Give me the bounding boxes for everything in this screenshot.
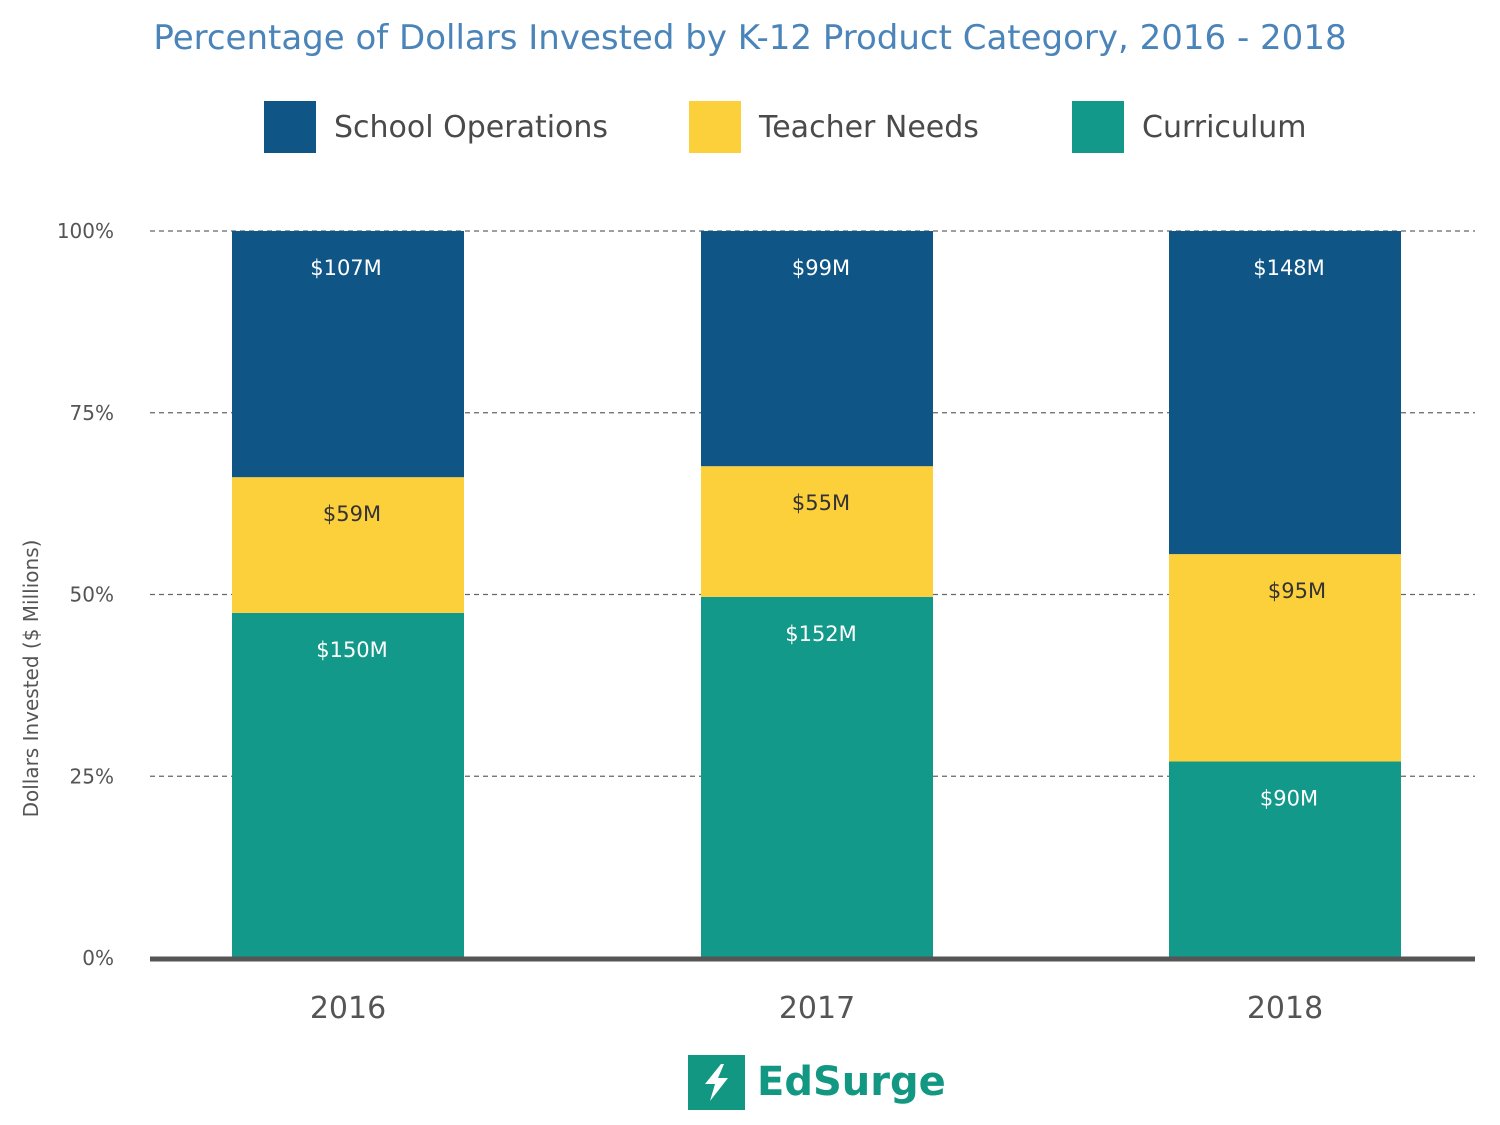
legend-item-curriculum: Curriculum bbox=[1072, 100, 1307, 154]
brand-logo: EdSurge bbox=[688, 1054, 946, 1110]
bar-segment-curriculum-2018 bbox=[1169, 761, 1401, 958]
x-tick-label-2018: 2018 bbox=[1247, 991, 1323, 1026]
data-label-school-operations-2017: $99M bbox=[792, 256, 850, 280]
bar-segment-teacher-needs-2018 bbox=[1169, 554, 1401, 762]
data-label-school-operations-2018: $148M bbox=[1253, 256, 1325, 280]
bar-segment-curriculum-2016 bbox=[232, 612, 464, 958]
y-tick-label: 75% bbox=[70, 401, 114, 425]
data-label-school-operations-2016: $107M bbox=[310, 256, 382, 280]
data-label-teacher-needs-2017: $55M bbox=[792, 491, 850, 515]
y-tick-label: 0% bbox=[82, 946, 114, 970]
bar-segment-teacher-needs-2016 bbox=[232, 477, 464, 613]
bar-segment-teacher-needs-2017 bbox=[701, 466, 933, 597]
legend-label-curriculum: Curriculum bbox=[1142, 109, 1307, 145]
legend-label-school-operations: School Operations bbox=[334, 109, 609, 145]
x-tick-label-2017: 2017 bbox=[779, 991, 855, 1026]
legend-label-teacher-needs: Teacher Needs bbox=[759, 109, 979, 145]
legend-item-school-operations: School Operations bbox=[264, 100, 608, 154]
bar-segment-curriculum-2017 bbox=[701, 596, 933, 958]
legend-swatch-school-operations bbox=[264, 101, 316, 153]
chart-title: Percentage of Dollars Invested by K-12 P… bbox=[153, 18, 1347, 58]
y-tick-label: 50% bbox=[70, 583, 114, 607]
legend-item-teacher-needs: Teacher Needs bbox=[689, 100, 979, 154]
y-tick-label: 100% bbox=[57, 219, 114, 243]
y-tick-label: 25% bbox=[70, 764, 114, 788]
legend-swatch-curriculum bbox=[1072, 101, 1124, 153]
lightning-bolt-icon bbox=[688, 1054, 745, 1110]
bar-segment-school-operations-2016 bbox=[232, 231, 464, 478]
data-label-curriculum-2018: $90M bbox=[1260, 787, 1318, 811]
data-label-curriculum-2017: $152M bbox=[785, 622, 857, 646]
y-axis-title: Dollars Invested ($ Millions) bbox=[19, 540, 43, 818]
x-tick-label-2016: 2016 bbox=[310, 991, 386, 1026]
bar-segment-school-operations-2018 bbox=[1169, 231, 1401, 555]
data-label-curriculum-2016: $150M bbox=[316, 638, 388, 662]
brand-name: EdSurge bbox=[757, 1059, 946, 1105]
legend-swatch-teacher-needs bbox=[689, 101, 741, 153]
data-label-teacher-needs-2016: $59M bbox=[323, 502, 381, 526]
data-label-teacher-needs-2018: $95M bbox=[1268, 579, 1326, 603]
bar-segment-school-operations-2017 bbox=[701, 231, 933, 467]
legend: School Operations Teacher Needs Curricul… bbox=[0, 100, 1500, 156]
